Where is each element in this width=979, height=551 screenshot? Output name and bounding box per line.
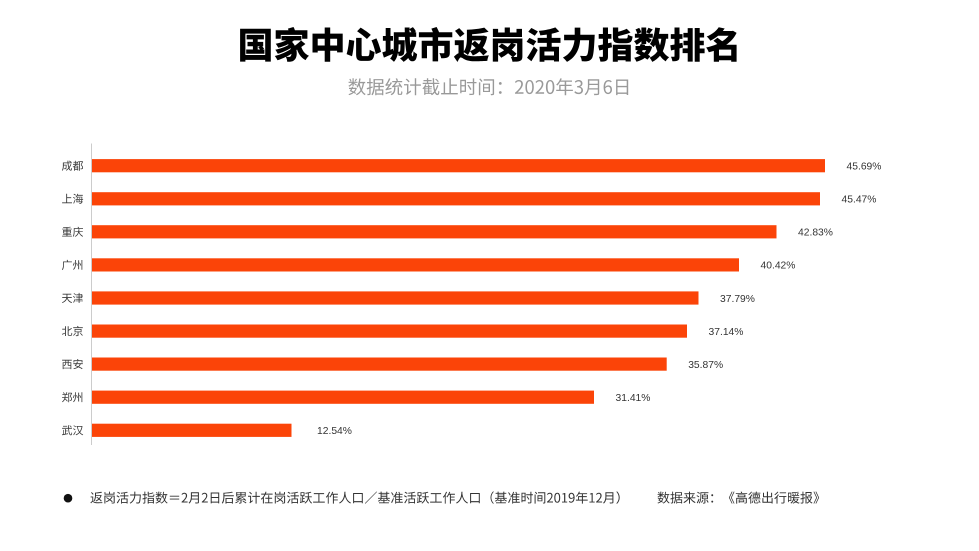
svg-text:31.41%: 31.41% [616, 393, 651, 404]
svg-text:45.69%: 45.69% [847, 162, 882, 173]
svg-text:37.79%: 37.79% [720, 294, 755, 305]
svg-text:40.42%: 40.42% [761, 261, 796, 272]
svg-text:37.14%: 37.14% [709, 327, 744, 338]
svg-text:45.47%: 45.47% [842, 195, 877, 206]
svg-text:42.83%: 42.83% [798, 228, 833, 239]
svg-text:12.54%: 12.54% [317, 426, 352, 437]
svg-text:35.87%: 35.87% [688, 360, 723, 371]
